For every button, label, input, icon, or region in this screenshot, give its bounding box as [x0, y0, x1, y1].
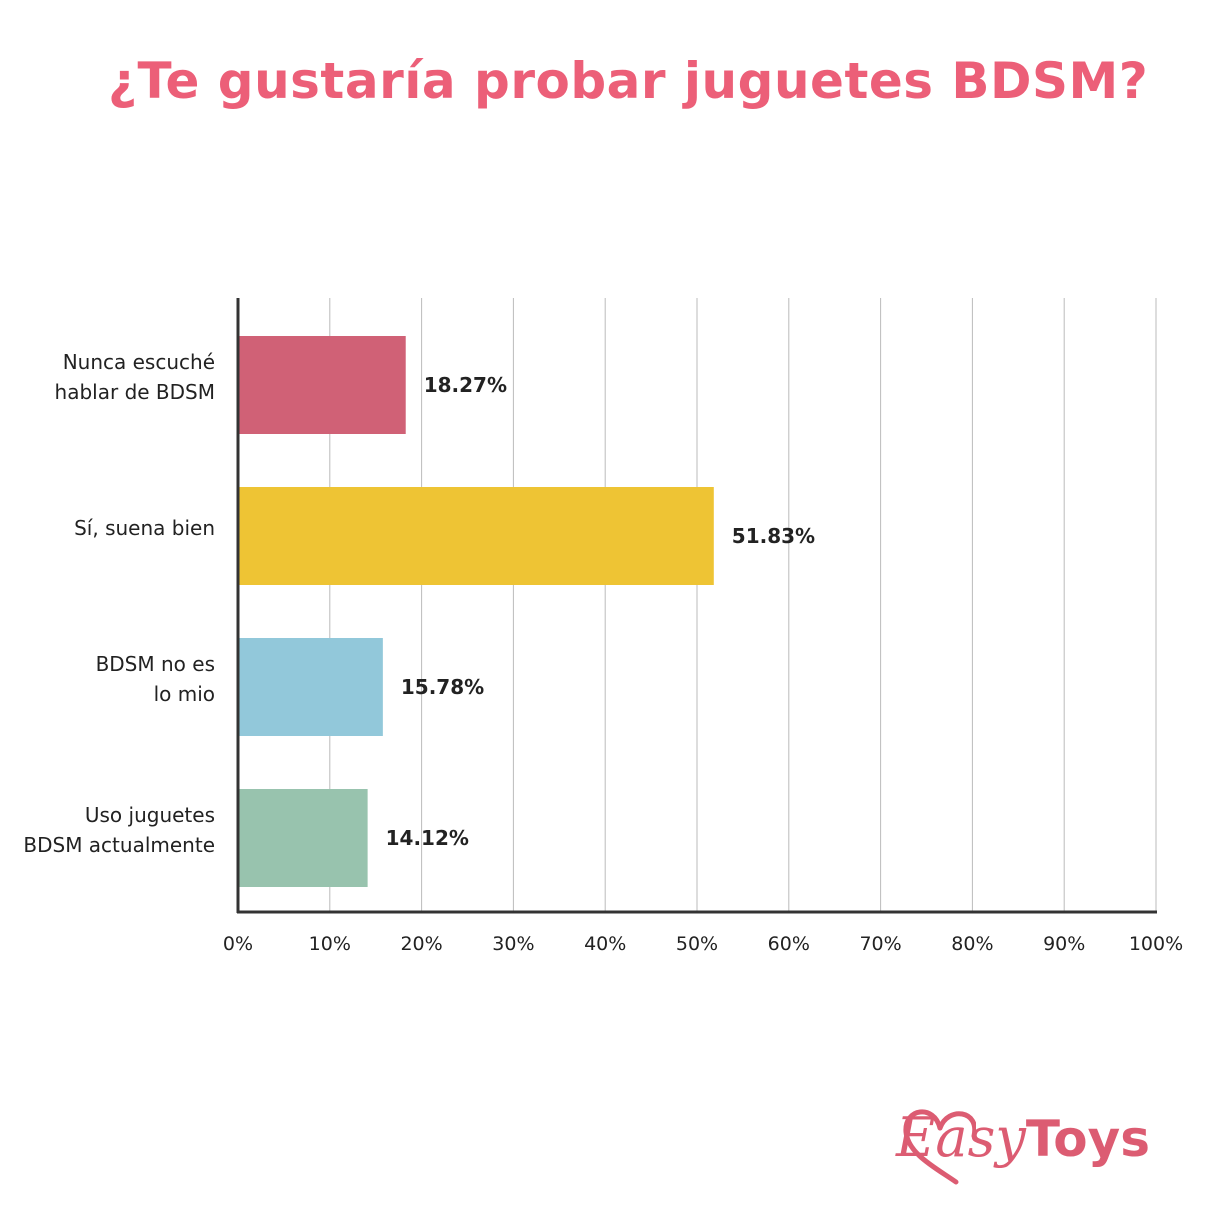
- x-tick-label: 10%: [309, 933, 351, 955]
- x-tick-label: 80%: [951, 933, 993, 955]
- data-label: 15.78%: [401, 675, 484, 699]
- x-tick-label: 100%: [1129, 933, 1183, 955]
- data-label: 18.27%: [424, 373, 507, 397]
- logo-text-easy: Easy: [896, 1106, 1026, 1169]
- x-tick-label: 70%: [859, 933, 901, 955]
- category-label: BDSM actualmente: [23, 833, 215, 857]
- labels: 0% 10% 20% 30% 40% 50% 60% 70% 80% 90% 100% 18.27% N…: [23, 350, 1183, 955]
- x-tick-label: 60%: [768, 933, 810, 955]
- category-label: Sí, suena bien: [74, 516, 215, 540]
- x-tick-label: 0%: [223, 933, 253, 955]
- category-label: lo mio: [154, 682, 215, 706]
- axes: [236, 298, 1157, 914]
- heart-swirl-icon: [903, 1109, 976, 1185]
- gridlines: [329, 298, 1157, 912]
- x-tick-label: 50%: [676, 933, 718, 955]
- category-label: Uso juguetes: [85, 803, 215, 827]
- category-label: hablar de BDSM: [55, 380, 215, 404]
- easytoys-logo: EasyToys: [896, 1098, 1166, 1190]
- x-tick-label: 20%: [400, 933, 442, 955]
- category-label: Nunca escuché: [63, 350, 215, 374]
- bars: [238, 336, 714, 887]
- bar: [238, 487, 714, 585]
- data-label: 14.12%: [386, 826, 469, 850]
- bar: [238, 638, 383, 736]
- category-label: BDSM no es: [96, 652, 215, 676]
- bar: [238, 336, 406, 434]
- x-tick-label: 30%: [492, 933, 534, 955]
- bar: [238, 789, 368, 887]
- data-label: 51.83%: [732, 524, 815, 548]
- x-tick-label: 90%: [1043, 933, 1085, 955]
- chart-title: ¿Te gustaría probar juguetes BDSM?: [108, 52, 1149, 110]
- x-tick-label: 40%: [584, 933, 626, 955]
- logo-text-toys: Toys: [1025, 1110, 1151, 1168]
